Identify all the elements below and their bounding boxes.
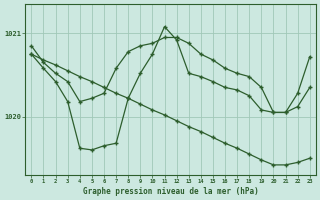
X-axis label: Graphe pression niveau de la mer (hPa): Graphe pression niveau de la mer (hPa) bbox=[83, 187, 259, 196]
